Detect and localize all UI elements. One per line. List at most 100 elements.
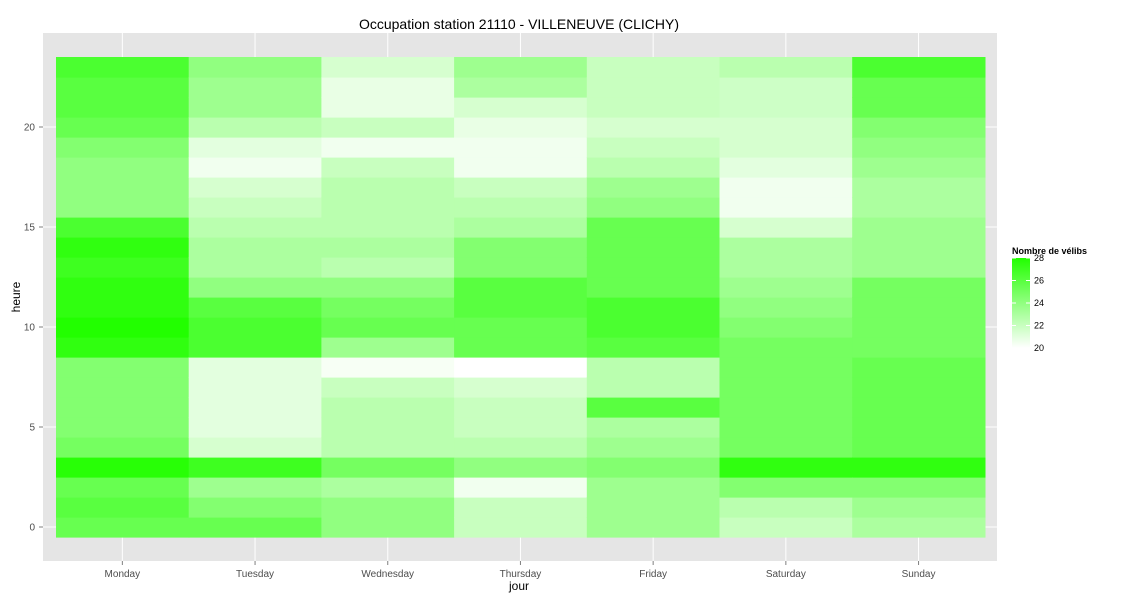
heatmap-cell xyxy=(56,357,190,378)
heatmap-cell xyxy=(188,137,322,158)
heatmap-cell xyxy=(56,497,190,518)
heatmap-cell xyxy=(852,217,986,238)
heatmap-cell xyxy=(321,117,455,138)
heatmap-cell xyxy=(188,317,322,338)
heatmap-cell xyxy=(719,297,853,318)
heatmap-cell xyxy=(188,177,322,198)
y-tick-label: 10 xyxy=(24,323,36,334)
heatmap-cell xyxy=(188,217,322,238)
heatmap-cell xyxy=(321,337,455,358)
heatmap-cell xyxy=(56,417,190,438)
heatmap-cell xyxy=(321,197,455,218)
heatmap-cell xyxy=(852,177,986,198)
heatmap-cell xyxy=(852,257,986,278)
heatmap-cell xyxy=(188,117,322,138)
heatmap-cell xyxy=(852,517,986,538)
heatmap-cell xyxy=(586,277,721,298)
heatmap-cell xyxy=(321,257,455,278)
heatmap-cell xyxy=(852,277,986,298)
x-tick-label: Monday xyxy=(105,569,141,580)
heatmap-cell xyxy=(56,317,190,338)
heatmap-cell xyxy=(321,497,455,518)
heatmap-cell xyxy=(56,257,190,278)
heatmap-cell xyxy=(719,397,853,418)
heatmap-cell xyxy=(852,297,986,318)
heatmap-cell xyxy=(454,177,588,198)
heatmap-cell xyxy=(321,237,455,258)
heatmap-cell xyxy=(586,237,721,258)
y-axis-ticks: 0 5 10 15 20 xyxy=(24,123,43,534)
x-tick-label: Sunday xyxy=(902,569,936,580)
y-tick-label: 5 xyxy=(29,423,35,434)
heatmap-cell xyxy=(188,57,322,78)
heatmap-cell xyxy=(188,357,322,378)
heatmap-cell xyxy=(188,457,322,478)
legend-label: 28 xyxy=(1034,253,1044,263)
heatmap-cell xyxy=(321,97,455,118)
heatmap-cell xyxy=(321,137,455,158)
heatmap-cell xyxy=(454,157,588,178)
heatmap-cell xyxy=(719,137,853,158)
heatmap-cell xyxy=(852,157,986,178)
heatmap-cell xyxy=(454,257,588,278)
heatmap-cell xyxy=(719,197,853,218)
heatmap-cell xyxy=(56,477,190,498)
heatmap-cell xyxy=(852,197,986,218)
heatmap-cell xyxy=(454,357,588,378)
legend-label: 20 xyxy=(1034,343,1044,353)
heatmap-cell xyxy=(586,357,721,378)
heatmap-cell xyxy=(454,297,588,318)
legend-title: Nombre de vélibs xyxy=(1012,246,1087,256)
heatmap-cell xyxy=(321,517,455,538)
heatmap-cell xyxy=(56,117,190,138)
heatmap-cell xyxy=(719,497,853,518)
heatmap-cell xyxy=(586,317,721,338)
heatmap-cell xyxy=(321,297,455,318)
heatmap-cell xyxy=(586,197,721,218)
heatmap-cell xyxy=(586,177,721,198)
heatmap-cell xyxy=(586,437,721,458)
heatmap-cell xyxy=(719,517,853,538)
heatmap-cell xyxy=(454,97,588,118)
heatmap-cell xyxy=(188,497,322,518)
y-axis-title: heure xyxy=(9,281,23,312)
heatmap-cell xyxy=(719,357,853,378)
legend-label: 24 xyxy=(1034,298,1044,308)
heatmap-cell xyxy=(719,317,853,338)
heatmap-cell xyxy=(852,97,986,118)
heatmap-cell xyxy=(56,137,190,158)
heatmap-cell xyxy=(586,457,721,478)
heatmap-cell xyxy=(454,337,588,358)
heatmap-cell xyxy=(454,317,588,338)
heatmap-cell xyxy=(321,397,455,418)
heatmap-cell xyxy=(454,397,588,418)
heatmap-cell xyxy=(321,417,455,438)
heatmap-cell xyxy=(321,57,455,78)
heatmap-cell xyxy=(719,477,853,498)
heatmap-cell xyxy=(56,337,190,358)
heatmap-cell xyxy=(852,57,986,78)
heatmap-cell xyxy=(719,237,853,258)
heatmap-cell xyxy=(719,437,853,458)
heatmap-cell xyxy=(56,197,190,218)
heatmap-cell xyxy=(188,197,322,218)
heatmap-cell xyxy=(586,117,721,138)
heatmap-cell xyxy=(56,217,190,238)
heatmap-cell xyxy=(852,457,986,478)
heatmap-cell xyxy=(586,517,721,538)
y-tick-label: 0 xyxy=(29,523,35,534)
heatmap-cell xyxy=(56,517,190,538)
x-tick-label: Friday xyxy=(639,569,667,580)
heatmap-cell xyxy=(454,457,588,478)
y-tick-label: 20 xyxy=(24,123,36,134)
heatmap-cell xyxy=(56,437,190,458)
heatmap-cell xyxy=(852,117,986,138)
heatmap-cell xyxy=(586,137,721,158)
heatmap-cell xyxy=(188,437,322,458)
heatmap-cell xyxy=(56,277,190,298)
x-axis-ticks: Monday Tuesday Wednesday Thursday Friday Satu… xyxy=(105,561,936,580)
heatmap-cell xyxy=(719,257,853,278)
heatmap-cell xyxy=(454,417,588,438)
heatmap-cell xyxy=(586,257,721,278)
